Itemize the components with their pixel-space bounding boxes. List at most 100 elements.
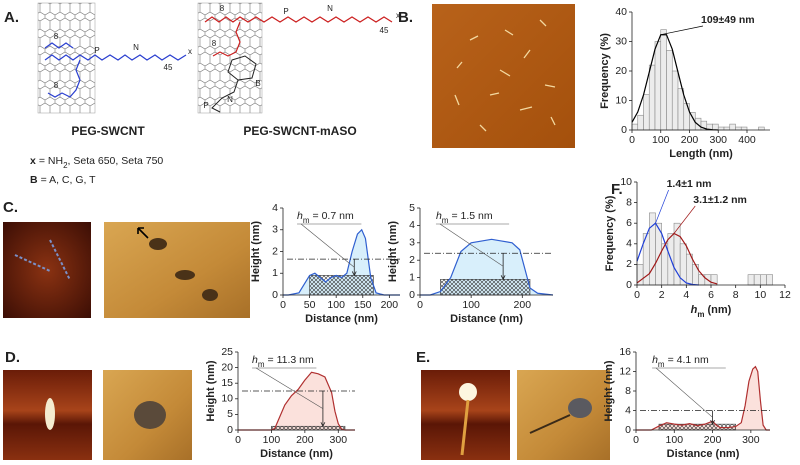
hm-annotation-part: m: [658, 360, 665, 369]
y-tick-label: 40: [615, 6, 627, 18]
x-tick-label: 100: [327, 299, 345, 311]
atom-label: x: [396, 11, 400, 20]
afm-image: [432, 4, 575, 148]
x-axis-label-part: m: [697, 310, 704, 319]
x-axis-label: Distance (nm): [260, 448, 333, 460]
profile-line: [283, 228, 400, 296]
atom-label: P: [94, 46, 99, 55]
fit-curve: [636, 232, 718, 285]
x-tick-label: 200: [514, 299, 532, 311]
chain: [204, 16, 393, 23]
panel-label: A.: [4, 9, 19, 26]
legend-x: x = NH2, Seta 650, Seta 750: [30, 155, 163, 170]
hm-arrowhead: [351, 271, 357, 277]
bar: [760, 274, 767, 286]
x-tick-label: 0: [417, 299, 423, 311]
hatch: [309, 275, 374, 296]
x-tick-label: 300: [709, 134, 727, 146]
x-tick-label: 400: [738, 134, 756, 146]
hm-annotation: hm = 1.5 nm: [436, 210, 493, 225]
bar: [643, 94, 650, 131]
y-axis-label: Frequency (%): [604, 195, 616, 271]
panel-label: E.: [416, 349, 430, 366]
y-tick-label: 4: [409, 219, 415, 231]
x-axis-label-part: h: [691, 304, 698, 316]
y-tick-label: 8: [625, 385, 631, 397]
bar: [735, 126, 742, 131]
legend-x-part: 2: [63, 161, 68, 170]
bar: [631, 123, 639, 131]
legend-b: B = A, C, G, T: [30, 174, 96, 186]
x-axis-label: Length (nm): [669, 148, 733, 160]
nanotube: [37, 2, 96, 114]
afm-features: [134, 401, 166, 429]
leader-line: [439, 223, 504, 267]
chain: [44, 54, 187, 61]
bar: [683, 103, 690, 131]
chain: [44, 42, 74, 49]
x-axis-label-part: (nm): [708, 304, 732, 316]
hatch: [271, 425, 346, 431]
bar: [692, 264, 699, 286]
chain: [47, 59, 81, 98]
x-tick-label: 100: [652, 134, 670, 146]
y-tick-label: 4: [626, 238, 632, 250]
hm-annotation-part: m: [258, 360, 265, 369]
legend-b-part: B: [30, 174, 38, 186]
afm-features: [460, 399, 470, 456]
atom-label: 8: [220, 4, 225, 13]
hm-annotation-part: h: [436, 210, 442, 222]
fit-label: 109±49 nm: [701, 14, 755, 26]
atom-label: 45: [164, 63, 173, 72]
profile-line: [238, 371, 355, 431]
y-tick-label: 3: [409, 237, 415, 249]
y-axis-label: Height (nm): [603, 360, 615, 421]
panel-label: D.: [5, 349, 20, 366]
hatch: [440, 279, 531, 296]
y-tick-label: 6: [626, 217, 632, 229]
bar: [660, 29, 667, 131]
panel-labels: A. B. C. D. E. F.: [3, 9, 623, 366]
x-axis-label: hm (nm): [691, 304, 732, 319]
y-tick-label: 2: [272, 245, 278, 257]
afm-features: [454, 19, 556, 132]
atom-label: x: [188, 47, 192, 56]
y-tick-label: 20: [221, 361, 233, 373]
legend-x-part: x: [30, 155, 36, 167]
atom-label: B: [255, 79, 260, 88]
y-tick-label: 8: [626, 196, 632, 208]
legend-x-part: , Seta 650, Seta 750: [68, 155, 164, 167]
x-tick-label: 0: [634, 289, 640, 301]
x-tick-label: 100: [666, 434, 684, 446]
x-tick-label: 200: [381, 299, 399, 311]
leader-line: [655, 189, 669, 224]
structures: [37, 2, 393, 114]
y-tick-label: 1: [409, 271, 415, 283]
bar: [686, 253, 693, 286]
y-tick-label: 20: [615, 65, 627, 77]
y-tick-label: 4: [625, 404, 631, 416]
y-tick-label: 5: [409, 202, 415, 214]
arrow: [137, 227, 149, 239]
x-tick-label: 200: [681, 134, 699, 146]
atom-label: P: [203, 101, 208, 110]
nanotube: [197, 2, 263, 114]
y-axis-label: Frequency (%): [599, 33, 611, 109]
bar: [671, 70, 679, 131]
structure-name: PEG-SWCNT-mASO: [243, 124, 356, 138]
x-tick-label: 0: [280, 299, 286, 311]
y-tick-label: 12: [619, 365, 631, 377]
y-tick-label: 0: [272, 289, 278, 301]
ring: [227, 55, 257, 81]
y-tick-label: 15: [221, 377, 233, 389]
x-tick-label: 300: [330, 434, 348, 446]
hm-annotation-part: = 4.1 nm: [668, 354, 709, 366]
hm-arrowhead: [710, 419, 715, 426]
profile-line: [420, 238, 554, 296]
afm-features: [568, 398, 592, 418]
fit-label: 1.4±1 nm: [667, 178, 712, 190]
panel-label: F.: [611, 181, 623, 198]
